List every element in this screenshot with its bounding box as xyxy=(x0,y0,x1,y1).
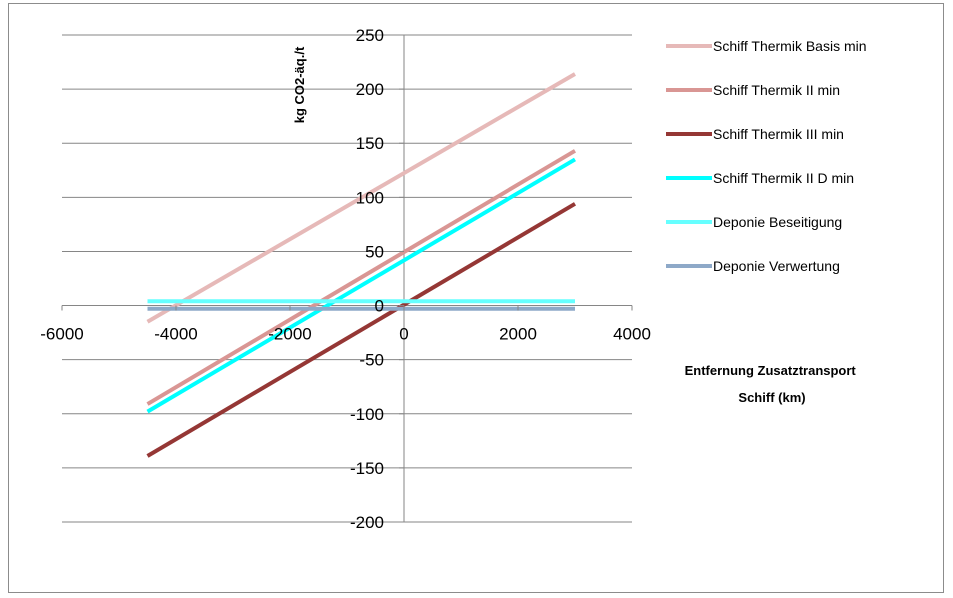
y-tick-label: 250 xyxy=(356,26,384,45)
x-tick-label: -4000 xyxy=(154,325,197,344)
series-line xyxy=(146,202,577,458)
series-line xyxy=(146,157,577,414)
y-tick-label: 100 xyxy=(356,188,384,207)
legend-label: Schiff Thermik Basis min xyxy=(713,38,867,54)
series-line xyxy=(146,149,577,406)
y-tick-label: -100 xyxy=(350,405,384,424)
legend-label: Schiff Thermik II D min xyxy=(713,170,854,186)
y-axis-title: kg CO2-äq./t xyxy=(292,46,307,123)
x-axis-title-line-2: Schiff (km) xyxy=(738,390,805,405)
legend: Schiff Thermik Basis min Schiff Thermik I… xyxy=(666,38,867,274)
legend-label: Deponie Verwertung xyxy=(713,258,840,274)
x-tick-label: 4000 xyxy=(613,325,651,344)
x-tick-label: -6000 xyxy=(40,325,83,344)
y-tick-label: 0 xyxy=(375,297,384,316)
x-axis-title-line-1: Entfernung Zusatztransport xyxy=(685,363,857,378)
y-tick-label: -150 xyxy=(350,459,384,478)
x-axis-title: Entfernung Zusatztransport Schiff (km) xyxy=(685,363,860,405)
chart-frame xyxy=(8,3,944,593)
tick-labels: -6000 -4000 -2000 0 2000 4000250200150100500-… xyxy=(40,26,651,532)
gridlines xyxy=(62,34,632,523)
legend-label: Schiff Thermik II min xyxy=(713,82,840,98)
series-line xyxy=(146,72,577,324)
x-tick-label: 2000 xyxy=(499,325,537,344)
y-tick-label: -200 xyxy=(350,513,384,532)
axes xyxy=(62,35,632,522)
y-tick-label: 50 xyxy=(365,242,384,261)
y-tick-label: 200 xyxy=(356,80,384,99)
x-tick-label: 0 xyxy=(399,325,408,344)
series-lines xyxy=(146,72,577,458)
legend-label: Deponie Beseitigung xyxy=(713,214,842,230)
y-tick-label: -50 xyxy=(359,351,384,370)
legend-label: Schiff Thermik III min xyxy=(713,126,844,142)
x-tick-label: -2000 xyxy=(268,325,311,344)
y-tick-label: 150 xyxy=(356,134,384,153)
